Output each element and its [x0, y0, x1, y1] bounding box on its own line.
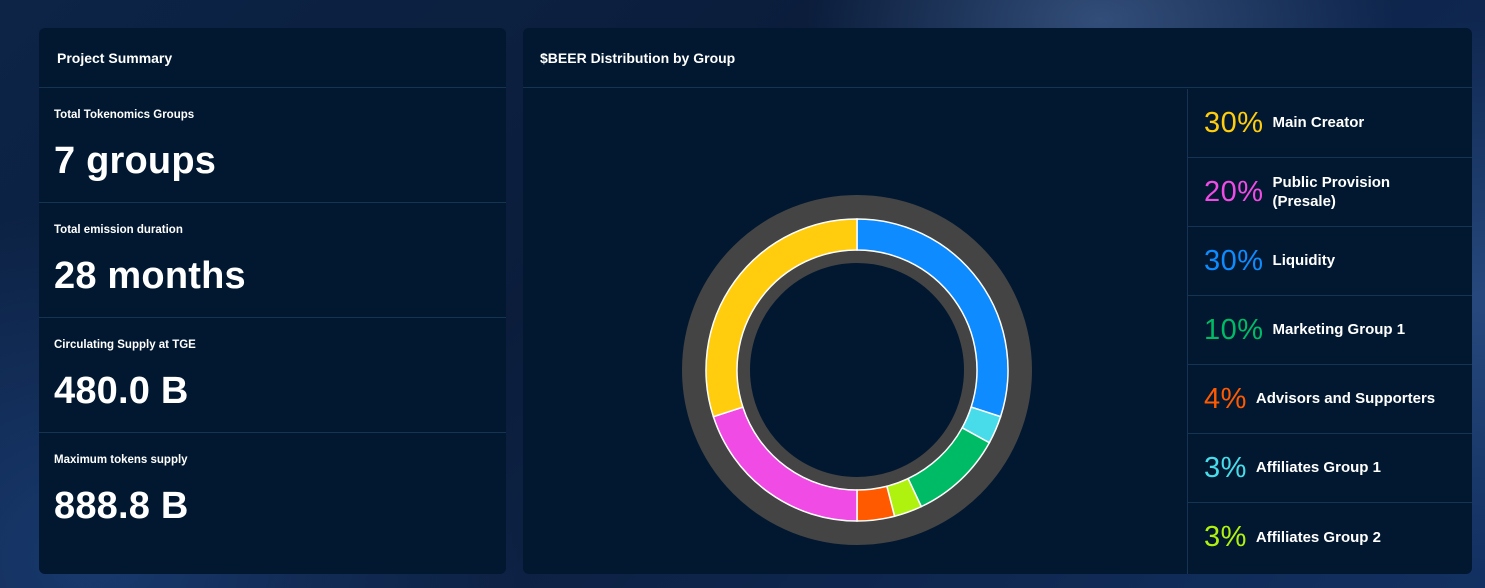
legend-percent: 4% [1204, 382, 1247, 415]
stat-label: Circulating Supply at TGE [54, 339, 196, 351]
project-summary-title: Project Summary [39, 28, 506, 88]
stat-max-supply: Maximum tokens supply 888.8 B [39, 433, 506, 548]
legend-label: Public Provision (Presale) [1272, 173, 1391, 211]
legend-percent: 10% [1204, 313, 1264, 346]
distribution-card: $BEER Distribution by Group 30% Main Cre… [523, 28, 1472, 574]
legend-label: Affiliates Group 2 [1255, 528, 1381, 546]
legend-item-advisors[interactable]: 4% Advisors and Supporters [1188, 365, 1472, 434]
legend-label: Marketing Group 1 [1272, 321, 1406, 339]
stat-value: 480.0 B [54, 370, 189, 412]
stat-value: 888.8 B [54, 485, 189, 527]
stat-emission-duration: Total emission duration 28 months [39, 203, 506, 318]
distribution-title: $BEER Distribution by Group [523, 28, 1472, 88]
legend-item-public-provision[interactable]: 20% Public Provision (Presale) [1188, 158, 1472, 227]
legend-item-marketing-group-1[interactable]: 10% Marketing Group 1 [1188, 296, 1472, 365]
donut-slice-liquidity[interactable] [856, 218, 1009, 418]
donut-chart-area [523, 89, 1187, 574]
stat-value: 7 groups [54, 140, 217, 182]
stat-label: Total Tokenomics Groups [54, 109, 195, 121]
stat-label: Maximum tokens supply [54, 454, 188, 466]
legend-item-affiliates-group-2[interactable]: 3% Affiliates Group 2 [1188, 503, 1472, 572]
legend-label: Liquidity [1272, 252, 1336, 270]
legend-item-liquidity[interactable]: 30% Liquidity [1188, 227, 1472, 296]
legend-percent: 20% [1204, 175, 1264, 208]
legend-percent: 30% [1204, 106, 1264, 139]
stat-value: 28 months [54, 255, 246, 297]
project-summary-card: Project Summary Total Tokenomics Groups … [39, 28, 506, 574]
donut-slice-advisors-and-supporters[interactable] [856, 485, 896, 522]
legend: 30% Main Creator 20% Public Provision (P… [1187, 89, 1472, 574]
stat-tokenomics-groups: Total Tokenomics Groups 7 groups [39, 88, 506, 203]
legend-item-main-creator[interactable]: 30% Main Creator [1188, 89, 1472, 158]
legend-label: Main Creator [1272, 114, 1365, 132]
stat-label: Total emission duration [54, 224, 183, 236]
stat-circulating-supply: Circulating Supply at TGE 480.0 B [39, 318, 506, 433]
legend-item-affiliates-group-1[interactable]: 3% Affiliates Group 1 [1188, 434, 1472, 503]
legend-percent: 3% [1204, 521, 1247, 553]
legend-percent: 30% [1204, 244, 1264, 277]
legend-label: Advisors and Supporters [1255, 390, 1436, 408]
donut-chart [682, 195, 1032, 545]
legend-percent: 3% [1204, 451, 1247, 484]
donut-slice-main-creator[interactable] [705, 218, 858, 418]
legend-label: Affiliates Group 1 [1255, 459, 1381, 477]
